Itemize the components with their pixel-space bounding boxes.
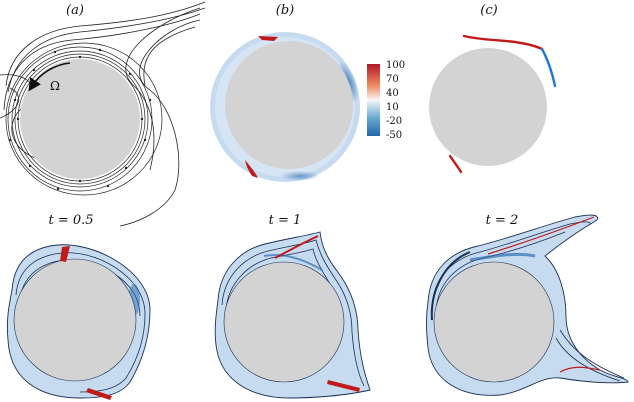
film-edge	[430, 251, 471, 321]
colorbar-tick: 70	[386, 74, 399, 85]
panel-b-label: (b)	[276, 3, 294, 18]
vorticity-positive-region-bottom	[327, 380, 360, 392]
cylinder	[223, 261, 345, 383]
vorticity-positive-region	[487, 216, 595, 255]
contour-line	[555, 337, 621, 382]
panel-a: (a)	[0, 1, 206, 227]
colorbar-tick: -20	[386, 116, 402, 127]
cylinder	[20, 59, 140, 179]
panel-b: (b)	[210, 3, 360, 182]
vorticity-negative-region	[469, 252, 536, 262]
cylinder	[429, 48, 547, 166]
time-label: t = 2	[486, 213, 519, 228]
cylinder	[433, 261, 555, 383]
vorticity-positive-region	[258, 36, 278, 41]
vorticity-positive-region-bottom	[559, 366, 601, 373]
time-label: t = 1	[269, 213, 302, 228]
cylinder	[225, 41, 353, 169]
vorticity-negative-region-bottom	[280, 171, 320, 181]
colorbar: 100 70 40 10 -20 -50	[367, 60, 405, 141]
orbit-markers	[8, 48, 152, 191]
colorbar-tick: 40	[386, 88, 399, 99]
vorticity-positive-region-bottom	[245, 160, 258, 178]
vorticity-positive-region-bottom	[86, 388, 112, 400]
colorbar-tick: -50	[386, 130, 402, 141]
colorbar-tick: 10	[386, 102, 399, 113]
colorbar-gradient	[367, 64, 380, 136]
cylinder	[13, 258, 137, 382]
positive-vorticity-curve	[462, 34, 544, 51]
time-panel-2	[426, 214, 629, 396]
time-panel-0	[6, 244, 151, 400]
colorbar-tick: 100	[386, 60, 405, 71]
vorticity-positive-region	[274, 235, 319, 259]
rotation-arrow-icon	[28, 62, 71, 92]
contour-line	[225, 248, 331, 311]
contour-line	[559, 329, 625, 379]
positive-vorticity-curve-bottom	[448, 154, 463, 174]
panel-a-label: (a)	[66, 3, 84, 18]
omega-symbol: Ω	[50, 79, 60, 93]
time-label: t = 0.5	[48, 213, 93, 228]
vorticity-positive-region	[60, 246, 70, 262]
negative-vorticity-curve	[540, 47, 557, 88]
vorticity-negative-region	[263, 254, 323, 271]
panel-c: (c)	[429, 3, 557, 174]
contour-line	[221, 239, 365, 387]
time-panel-1	[214, 231, 371, 399]
panel-c-label: (c)	[480, 3, 497, 18]
